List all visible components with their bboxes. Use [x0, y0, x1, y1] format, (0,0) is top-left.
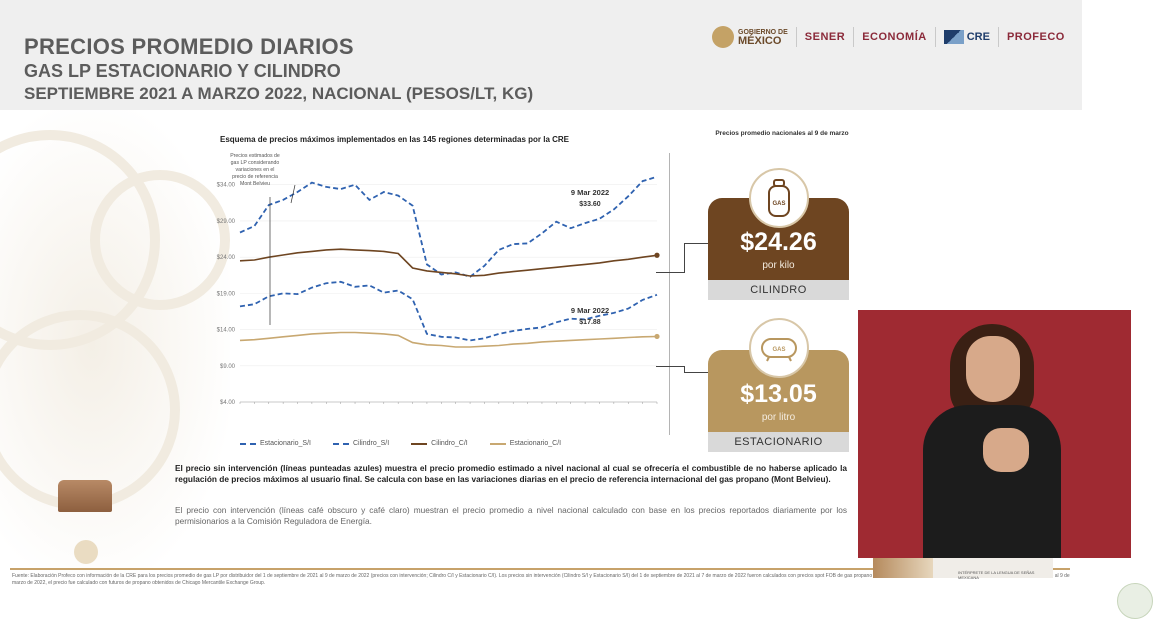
series-line: [239, 280, 658, 342]
cylinder-icon-text: GAS: [772, 201, 785, 207]
gas-tank-icon: GAS: [749, 318, 809, 378]
page-period: SEPTIEMBRE 2021 A MARZO 2022, NACIONAL (…: [24, 84, 534, 103]
annotation-arrow: [290, 184, 296, 204]
y-tick-label: $24.00: [217, 255, 236, 261]
cre-logo: CRE: [943, 30, 990, 44]
y-tick-label: $4.00: [220, 400, 236, 406]
legend-label: Cilindro_S/I: [352, 440, 390, 447]
slide: PRECIOS PROMEDIO DIARIOS GAS LP ESTACION…: [0, 0, 1082, 586]
logo-divider: [853, 27, 855, 47]
explanation-no-intervention: El precio sin intervención (líneas punte…: [175, 463, 847, 484]
gobierno-logo: GOBIERNO DE MÉXICO: [712, 26, 788, 48]
chart-title: Esquema de precios máximos implementados…: [220, 135, 570, 144]
cre-logo-text: CRE: [966, 31, 990, 43]
cre-mark-icon: [943, 30, 964, 44]
sign-language-interpreter-video: [858, 310, 1131, 558]
legend-item: Cilindro_S/I: [332, 440, 390, 447]
economia-logo: ECONOMÍA: [862, 31, 927, 43]
y-tick-label: $19.00: [217, 291, 236, 297]
legend-item: Cilindro_C/I: [411, 440, 468, 447]
interpreter-body: [923, 405, 1061, 558]
estacionario-label: ESTACIONARIO: [708, 432, 849, 452]
logo-divider: [934, 27, 936, 47]
legend-label: Estacionario_S/I: [260, 440, 311, 447]
price-line-chart: $4.00 $9.00 $14.00 $19.00 $24.00 $29.00 $34.00…: [217, 153, 670, 435]
y-tick-label: $9.00: [220, 364, 236, 370]
callout-estacionario-price: $17.88: [579, 319, 601, 326]
annotation-line: variaciones en el: [236, 167, 275, 173]
side-decoration: [0, 110, 230, 580]
estacionario-price: $13.05: [740, 380, 817, 408]
sener-logo: SENER: [804, 31, 846, 43]
series-end-marker: [654, 252, 660, 258]
logo-divider: [997, 27, 999, 47]
institution-logos: GOBIERNO DE MÉXICO SENER ECONOMÍA CRE PRO…: [712, 22, 1065, 52]
footer-rule: [10, 568, 1070, 570]
annotation-line: gas LP considerando: [231, 160, 280, 166]
page-subtitle: GAS LP ESTACIONARIO Y CILINDRO: [24, 61, 341, 81]
annotation-line: Precios estimados de: [230, 153, 280, 159]
broadcast-logo-icon: [1117, 583, 1153, 619]
connector-line: [684, 243, 685, 273]
y-tick-label: $29.00: [217, 219, 236, 225]
callout-cilindro-price: $33.60: [579, 201, 601, 208]
interpreter-banner-text: INTÉRPRETE DE LA LENGUA DE SEÑAS MEXICAN…: [958, 570, 1035, 580]
interpreter-face: [966, 336, 1020, 402]
callout-estacionario-date: 9 Mar 2022: [571, 306, 609, 315]
y-tick-label: $14.00: [217, 328, 236, 334]
gobierno-big-text: MÉXICO: [738, 34, 782, 47]
banner-strip: [873, 558, 933, 578]
national-prices-title: Precios promedio nacionales al 9 de marz…: [715, 130, 849, 137]
series-line: [239, 248, 658, 277]
interpreter-banner: INTÉRPRETE DE LA LENGUA DE SEÑAS MEXICAN…: [873, 558, 1053, 580]
annotation-line: Mont Belvieu: [240, 181, 270, 187]
connector-line: [656, 272, 684, 273]
gas-cylinder-icon: GAS: [749, 168, 809, 228]
connector-line: [656, 366, 684, 367]
callout-cilindro-date: 9 Mar 2022: [571, 188, 609, 197]
legend-item: Estacionario_C/I: [489, 440, 562, 447]
connector-line: [684, 372, 708, 373]
connector-line: [684, 243, 708, 244]
series-line: [239, 331, 658, 348]
cilindro-price: $24.26: [740, 228, 817, 256]
legend-item: Estacionario_S/I: [240, 440, 311, 447]
seal-icon: [712, 26, 734, 48]
seal-icon: [74, 540, 98, 564]
page-title: PRECIOS PROMEDIO DIARIOS: [24, 34, 354, 59]
y-tick-label: $34.00: [217, 183, 236, 189]
estacionario-unit: por litro: [761, 412, 796, 423]
legend-label: Estacionario_C/I: [509, 440, 562, 447]
logo-divider: [795, 27, 797, 47]
legend-label: Cilindro_C/I: [431, 440, 468, 447]
chart-legend: Estacionario_S/I Cilindro_S/I Cilindro_C…: [240, 440, 561, 447]
tank-icon-text: GAS: [772, 347, 785, 353]
explanation-intervention: El precio con intervención (líneas café …: [175, 505, 847, 526]
profeco-logo: PROFECO: [1006, 31, 1065, 43]
gobierno-small-text: GOBIERNO DE: [738, 28, 788, 36]
series-end-marker: [654, 333, 660, 340]
cilindro-unit: por kilo: [762, 260, 795, 271]
cultural-emblem-icon: [58, 480, 112, 512]
cilindro-label: CILINDRO: [708, 280, 849, 300]
annotation-line: precio de referencia: [232, 174, 278, 180]
connector-line: [684, 366, 685, 372]
header-band: [0, 0, 1082, 110]
source-footnote: Fuente: Elaboración Profeco con informac…: [12, 573, 1070, 586]
interpreter-hands: [983, 428, 1029, 472]
